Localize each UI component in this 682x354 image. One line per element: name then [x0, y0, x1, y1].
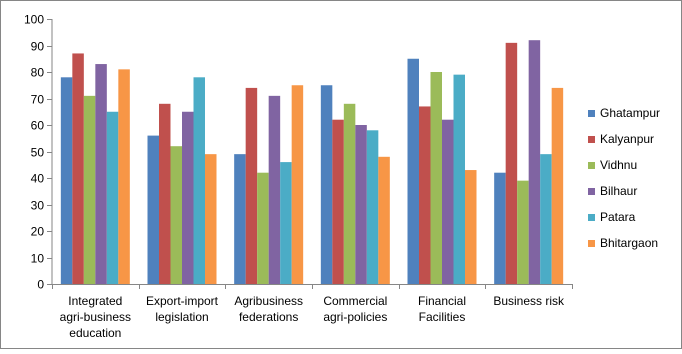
bar [465, 170, 477, 284]
bar [332, 119, 344, 284]
legend-swatch [588, 240, 595, 247]
bar [257, 172, 269, 284]
legend-swatch [588, 110, 595, 117]
legend-label: Vidhnu [600, 158, 637, 172]
y-tick-label: 70 [31, 93, 45, 107]
category-label: Financial Facilities [418, 294, 466, 324]
category-label: Commercial agri-policies [323, 294, 387, 324]
bar [355, 125, 367, 284]
bar [378, 156, 390, 284]
y-tick-label: 20 [31, 225, 45, 239]
y-tick-label: 90 [31, 40, 45, 54]
legend-swatch [588, 162, 595, 169]
y-tick-label: 10 [31, 252, 45, 266]
bar [193, 77, 205, 284]
bar [494, 172, 506, 284]
bar [170, 146, 182, 284]
bar [106, 111, 119, 284]
legend-label: Patara [600, 210, 636, 224]
legend-label: Bhitargaon [600, 236, 658, 250]
bar [60, 77, 73, 284]
bar [245, 87, 258, 285]
legend-swatch [588, 136, 595, 143]
bar [407, 58, 419, 284]
bar [343, 103, 356, 284]
category-label: Export-import legislation [146, 294, 219, 324]
category-label: Business risk [493, 294, 565, 308]
x-axis: Integrated agri-business education Export-i… [52, 284, 573, 340]
legend-label: Ghatampur [600, 106, 660, 120]
y-tick-label: 40 [31, 172, 45, 186]
y-tick-label: 30 [31, 199, 45, 213]
y-tick-label: 60 [31, 119, 45, 133]
bar [291, 85, 304, 284]
bar [182, 111, 194, 284]
bar [234, 154, 246, 284]
bar [528, 40, 541, 285]
bar [280, 162, 292, 284]
bar [147, 135, 159, 284]
bar [366, 130, 379, 284]
bar [517, 180, 529, 284]
y-tick-label: 100 [24, 13, 44, 27]
bar [453, 74, 465, 285]
y-tick-label: 80 [31, 66, 45, 80]
bar [118, 69, 130, 284]
category-label: Integrated agri-business education [60, 294, 131, 340]
bar [320, 85, 333, 284]
bar [442, 119, 454, 284]
bar [505, 42, 518, 284]
bar [540, 154, 552, 284]
bar [268, 95, 281, 284]
bar [551, 87, 564, 285]
legend-swatch [588, 188, 595, 195]
y-tick-label: 50 [31, 146, 45, 160]
bar [95, 64, 107, 284]
legend-label: Kalyanpur [600, 132, 654, 146]
legend: Ghatampur Kalyanpur Vidhnu Bilhaur Patara Bhi… [588, 106, 660, 250]
bar [205, 154, 217, 284]
legend-label: Bilhaur [600, 184, 637, 198]
category-label: Agribusiness federations [234, 294, 303, 324]
legend-swatch [588, 214, 595, 221]
bar [159, 103, 171, 284]
bars [60, 40, 564, 285]
bar [72, 53, 84, 285]
bar [83, 95, 96, 284]
y-tick-label: 0 [37, 278, 44, 292]
y-axis: 0 10 20 30 40 50 60 70 80 90 100 [24, 13, 53, 292]
bar [419, 106, 431, 284]
bar [430, 72, 442, 284]
